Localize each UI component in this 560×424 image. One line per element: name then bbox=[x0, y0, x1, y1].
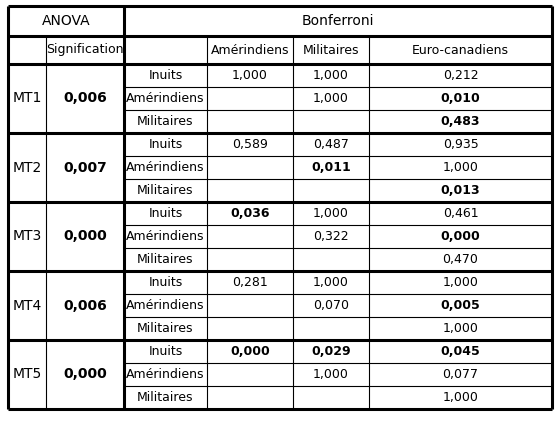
Text: 1,000: 1,000 bbox=[442, 391, 478, 404]
Text: MT3: MT3 bbox=[12, 229, 41, 243]
Text: Inuits: Inuits bbox=[148, 276, 183, 289]
Text: MT5: MT5 bbox=[12, 368, 41, 382]
Text: 0,935: 0,935 bbox=[442, 138, 478, 151]
Text: 1,000: 1,000 bbox=[313, 368, 349, 381]
Text: 1,000: 1,000 bbox=[442, 322, 478, 335]
Text: 0,000: 0,000 bbox=[230, 345, 270, 358]
Text: Inuits: Inuits bbox=[148, 207, 183, 220]
Text: Militaires: Militaires bbox=[137, 391, 194, 404]
Text: 1,000: 1,000 bbox=[442, 276, 478, 289]
Text: MT2: MT2 bbox=[12, 161, 41, 175]
Text: 0,070: 0,070 bbox=[313, 299, 349, 312]
Text: 0,077: 0,077 bbox=[442, 368, 478, 381]
Text: 1,000: 1,000 bbox=[313, 69, 349, 82]
Text: 0,000: 0,000 bbox=[63, 368, 107, 382]
Text: 0,470: 0,470 bbox=[442, 253, 478, 266]
Text: MT4: MT4 bbox=[12, 298, 41, 312]
Text: 0,005: 0,005 bbox=[441, 299, 480, 312]
Text: Euro-canadiens: Euro-canadiens bbox=[412, 44, 509, 56]
Text: 0,011: 0,011 bbox=[311, 161, 351, 174]
Text: 0,000: 0,000 bbox=[63, 229, 107, 243]
Text: Amérindiens: Amérindiens bbox=[126, 161, 205, 174]
Text: 0,281: 0,281 bbox=[232, 276, 268, 289]
Text: 0,036: 0,036 bbox=[230, 207, 270, 220]
Text: 0,006: 0,006 bbox=[63, 92, 107, 106]
Text: Signification: Signification bbox=[46, 44, 124, 56]
Text: 0,483: 0,483 bbox=[441, 115, 480, 128]
Text: MT1: MT1 bbox=[12, 92, 41, 106]
Text: ANOVA: ANOVA bbox=[41, 14, 90, 28]
Text: Militaires: Militaires bbox=[137, 253, 194, 266]
Text: 0,045: 0,045 bbox=[441, 345, 480, 358]
Text: 0,013: 0,013 bbox=[441, 184, 480, 197]
Text: Amérindiens: Amérindiens bbox=[211, 44, 290, 56]
Text: 0,212: 0,212 bbox=[443, 69, 478, 82]
Text: 1,000: 1,000 bbox=[232, 69, 268, 82]
Text: Militaires: Militaires bbox=[137, 115, 194, 128]
Text: 1,000: 1,000 bbox=[313, 207, 349, 220]
Text: Bonferroni: Bonferroni bbox=[302, 14, 374, 28]
Text: Inuits: Inuits bbox=[148, 138, 183, 151]
Text: Inuits: Inuits bbox=[148, 69, 183, 82]
Text: 0,029: 0,029 bbox=[311, 345, 351, 358]
Text: 0,461: 0,461 bbox=[443, 207, 478, 220]
Text: Militaires: Militaires bbox=[137, 322, 194, 335]
Text: Militaires: Militaires bbox=[137, 184, 194, 197]
Text: 0,007: 0,007 bbox=[63, 161, 107, 175]
Text: 0,000: 0,000 bbox=[441, 230, 480, 243]
Text: 0,589: 0,589 bbox=[232, 138, 268, 151]
Text: 1,000: 1,000 bbox=[313, 276, 349, 289]
Text: Amérindiens: Amérindiens bbox=[126, 92, 205, 105]
Text: 1,000: 1,000 bbox=[313, 92, 349, 105]
Text: Inuits: Inuits bbox=[148, 345, 183, 358]
Text: Amérindiens: Amérindiens bbox=[126, 230, 205, 243]
Text: 0,006: 0,006 bbox=[63, 298, 107, 312]
Text: 0,487: 0,487 bbox=[313, 138, 349, 151]
Text: Militaires: Militaires bbox=[303, 44, 360, 56]
Text: Amérindiens: Amérindiens bbox=[126, 299, 205, 312]
Text: 1,000: 1,000 bbox=[442, 161, 478, 174]
Text: 0,010: 0,010 bbox=[441, 92, 480, 105]
Text: Amérindiens: Amérindiens bbox=[126, 368, 205, 381]
Text: 0,322: 0,322 bbox=[313, 230, 349, 243]
